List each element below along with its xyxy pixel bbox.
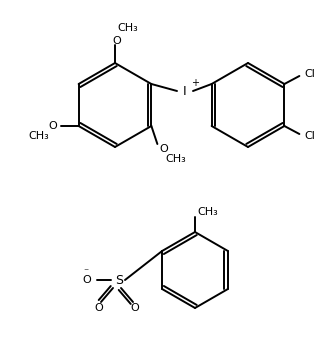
- Text: CH₃: CH₃: [117, 23, 138, 33]
- Text: I: I: [183, 85, 187, 98]
- Text: CH₃: CH₃: [28, 131, 49, 141]
- Text: Cl: Cl: [304, 131, 315, 141]
- Text: CH₃: CH₃: [166, 154, 186, 164]
- Text: O: O: [95, 303, 103, 313]
- Text: O: O: [160, 144, 168, 154]
- Text: O: O: [82, 275, 91, 285]
- Text: O: O: [48, 121, 57, 131]
- Text: O: O: [113, 36, 121, 46]
- Text: S: S: [115, 273, 123, 287]
- Text: CH₃: CH₃: [197, 207, 218, 217]
- Text: O: O: [131, 303, 140, 313]
- Text: Cl: Cl: [304, 69, 315, 79]
- Text: +: +: [191, 78, 199, 88]
- Text: ⁻: ⁻: [83, 267, 88, 277]
